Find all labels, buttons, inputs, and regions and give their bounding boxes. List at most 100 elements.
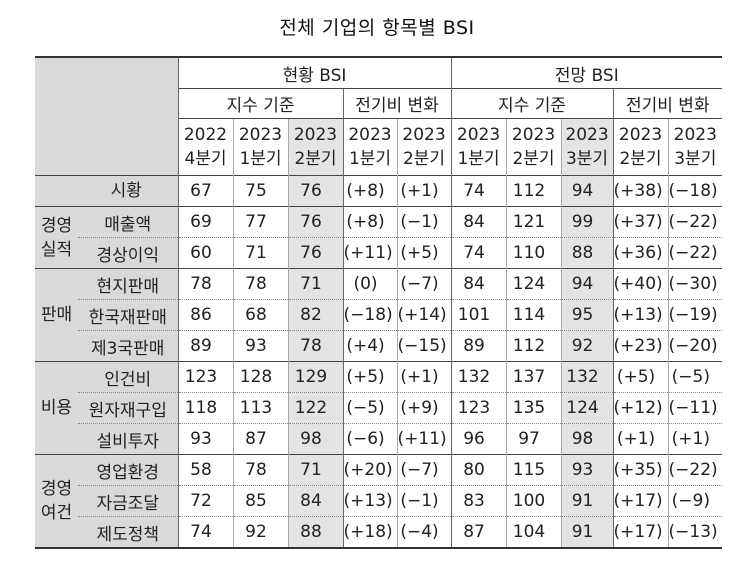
table-cell: 74 xyxy=(450,175,507,207)
table-cell: (−5) xyxy=(667,361,723,393)
table-cell: (−7) xyxy=(396,454,452,486)
table-cell: 89 xyxy=(450,330,507,362)
header-current-bsi: 현황 BSI xyxy=(177,56,452,89)
table-cell: 94 xyxy=(560,175,614,207)
row-label: 제도정책 xyxy=(78,516,178,549)
table-cell: (−30) xyxy=(667,268,723,300)
table-cell: 87 xyxy=(232,423,288,455)
header-quarter-col-8: 2023 3분기 xyxy=(560,118,614,176)
table-cell: (+12) xyxy=(612,392,669,424)
table-cell: (+1) xyxy=(667,423,723,455)
table-cell: 88 xyxy=(560,237,614,269)
table-cell: 78 xyxy=(287,330,343,362)
page-title: 전체 기업의 항목별 BSI xyxy=(279,17,475,39)
table-cell: 99 xyxy=(560,206,614,238)
row-label: 경상이익 xyxy=(78,237,178,269)
table-cell: 88 xyxy=(287,516,343,549)
table-cell: 96 xyxy=(450,423,507,455)
table-cell: (+37) xyxy=(612,206,669,238)
header-quarter: 2분기 xyxy=(512,149,555,169)
header-quarter: 4분기 xyxy=(184,149,227,169)
table-cell: 114 xyxy=(505,299,562,331)
header-quarter-col-2: 2023 1분기 xyxy=(232,118,288,176)
table-cell: 122 xyxy=(287,392,343,424)
table-cell: 77 xyxy=(232,206,288,238)
table-cell: 98 xyxy=(287,423,343,455)
table-cell: (+1) xyxy=(396,175,452,207)
header-forecast-index-basis: 지수 기준 xyxy=(450,88,614,119)
table-cell: 110 xyxy=(505,237,562,269)
table-cell: (−22) xyxy=(667,454,723,486)
table-cell: 113 xyxy=(232,392,288,424)
header-quarter: 1분기 xyxy=(457,149,500,169)
table-cell: 75 xyxy=(232,175,288,207)
table-cell: 101 xyxy=(450,299,507,331)
header-year: 2023 xyxy=(618,125,663,145)
table-cell: (+17) xyxy=(612,485,669,517)
table-row: 경영 여건 영업환경 58 78 71 (+20) (−7) 80 115 93 (+35) (−22) xyxy=(35,454,723,549)
table-cell: 85 xyxy=(232,485,288,517)
table-cell: 115 xyxy=(505,454,562,486)
table-cell: 68 xyxy=(232,299,288,331)
table-cell: 74 xyxy=(450,237,507,269)
table-cell: (+13) xyxy=(342,485,397,517)
table-cell: 123 xyxy=(450,392,507,424)
header-quarter: 2분기 xyxy=(294,149,337,169)
table-row: 한국재판매 86 68 82 (−18) (+14) 101 114 95 (+13) (−19) xyxy=(35,299,723,331)
row-label: 현지판매 xyxy=(78,268,178,300)
table-row: 시황 67 75 76 (+8) (+1) 74 112 94 (+38) (−18) xyxy=(35,175,723,207)
table-cell: (+20) xyxy=(342,454,397,486)
table-cell: 93 xyxy=(232,330,288,362)
table-cell: 97 xyxy=(505,423,562,455)
header-year: 2023 xyxy=(565,125,609,145)
table-cell: 93 xyxy=(560,454,614,486)
table-cell: 100 xyxy=(505,485,562,517)
header-quarter-col-3: 2023 2분기 xyxy=(287,118,343,176)
table-row: 설비투자 93 87 98 (−6) (+11) 96 97 98 (+1) (+1) xyxy=(35,423,723,455)
table-cell: 92 xyxy=(232,516,288,549)
table-cell: 92 xyxy=(560,330,614,362)
header-forecast-bsi: 전망 BSI xyxy=(450,56,723,89)
table-cell: 98 xyxy=(560,423,614,455)
group-label: 판매 xyxy=(35,268,78,362)
header-quarter: 2분기 xyxy=(619,149,662,169)
header-forecast-qoq-change: 전기비 변화 xyxy=(612,88,723,119)
table-cell: (+4) xyxy=(342,330,397,362)
table-cell: (+1) xyxy=(396,361,452,393)
table-cell: (−11) xyxy=(667,392,723,424)
table-cell: 84 xyxy=(450,268,507,300)
table-cell: 94 xyxy=(560,268,614,300)
header-quarter: 3분기 xyxy=(674,149,717,169)
table-cell: (−13) xyxy=(667,516,723,549)
table-cell: (+1) xyxy=(612,423,669,455)
table-cell: 80 xyxy=(450,454,507,486)
header-year: 2023 xyxy=(348,125,392,145)
table-cell: 74 xyxy=(177,516,233,549)
header-year: 2023 xyxy=(293,125,338,145)
table-cell: 78 xyxy=(177,268,233,300)
header-quarter-col-1: 2022 4분기 xyxy=(177,118,233,176)
table-cell: (+5) xyxy=(342,361,397,393)
table-cell: 124 xyxy=(560,392,614,424)
header-quarter-col-5: 2023 2분기 xyxy=(396,118,452,176)
table-cell: (−4) xyxy=(396,516,452,549)
table-cell: (−15) xyxy=(396,330,452,362)
table-cell: 91 xyxy=(560,485,614,517)
table-cell: (−22) xyxy=(667,206,723,238)
bsi-table: 현황 BSI 전망 BSI 지수 기준 전기비 변화 지수 기준 전기비 변화 … xyxy=(35,56,723,549)
row-label: 영업환경 xyxy=(78,454,178,486)
table-cell: 121 xyxy=(505,206,562,238)
table-cell: (+35) xyxy=(612,454,669,486)
header-year: 2023 xyxy=(238,125,283,145)
table-cell: (−6) xyxy=(342,423,397,455)
table-cell: 132 xyxy=(560,361,614,393)
table-cell: 76 xyxy=(287,237,343,269)
table-row: 경영 실적 매출액 69 77 76 (+8) (−1) 84 121 99 (+37) (−22) xyxy=(35,206,723,269)
table-cell: 91 xyxy=(560,516,614,549)
header-quarter: 1분기 xyxy=(348,149,392,169)
table-cell: 76 xyxy=(287,206,343,238)
row-label: 인건비 xyxy=(78,361,178,393)
table-cell: 71 xyxy=(287,454,343,486)
table-cell: 60 xyxy=(177,237,233,269)
header-quarter-col-6: 2023 1분기 xyxy=(450,118,507,176)
